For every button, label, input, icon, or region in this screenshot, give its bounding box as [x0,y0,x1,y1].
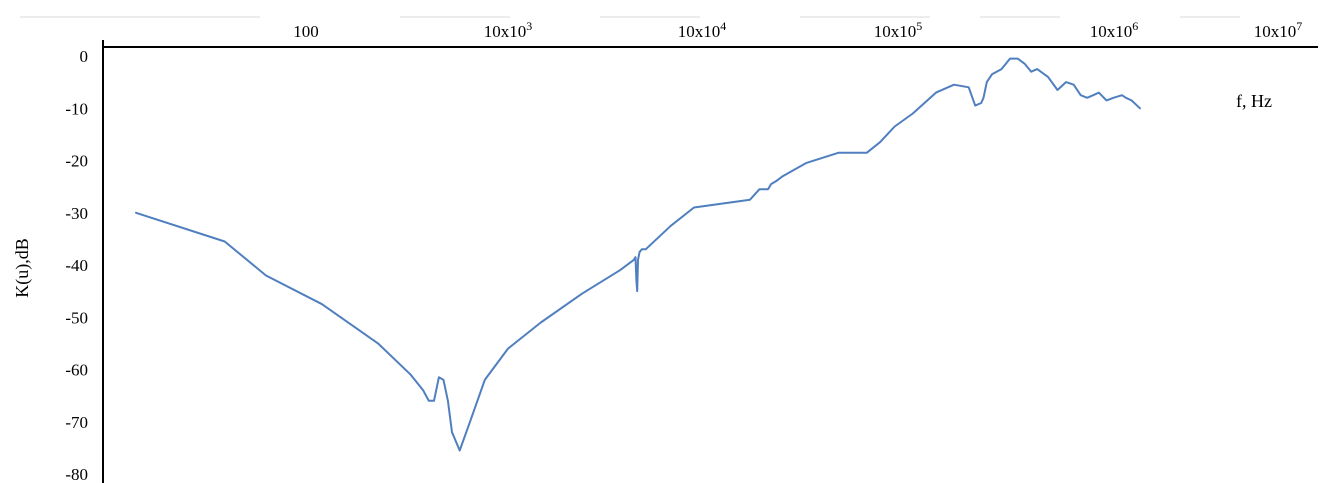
x-axis-label: f, Hz [1236,91,1272,111]
frequency-response-line [135,57,1141,452]
y-tick-label: -50 [65,308,88,327]
y-tick-label: -20 [65,152,88,171]
y-tick-label: -60 [65,361,88,380]
x-tick-label: 10x106 [1090,19,1139,41]
x-axis-ticks: 100 10x103 10x104 10x105 10x106 10x107 [293,19,1302,41]
y-tick-label: -40 [65,256,88,275]
x-tick-label: 10x104 [678,19,727,41]
x-tick-label: 100 [293,22,319,41]
y-tick-label: 0 [80,47,89,66]
y-axis-label: K(u),dB [12,238,33,298]
y-axis-ticks: 0 -10 -20 -30 -40 -50 -60 -70 -80 [65,47,88,483]
background-gridlines [20,16,1240,48]
y-tick-label: -30 [65,204,88,223]
x-tick-label: 10x105 [874,19,923,41]
x-tick-label: 10x103 [484,19,533,41]
x-tick-label: 10x107 [1254,19,1303,41]
y-tick-label: -10 [65,99,88,118]
y-tick-label: -80 [65,465,88,483]
y-tick-label: -70 [65,413,88,432]
